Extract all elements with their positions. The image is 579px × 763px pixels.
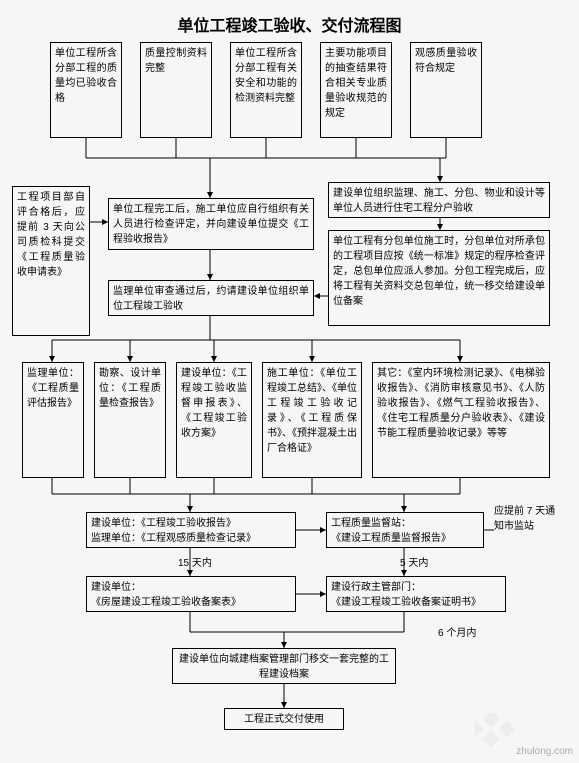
box-r3-2: 勘察、设计单位：《工程质量检查报告》 — [94, 362, 166, 478]
r4-l2: 监理单位：《工程观感质量检查记录》 — [91, 533, 256, 544]
t6: 6 个月内 — [438, 624, 476, 639]
box-mid2: 监理单位审查通过后，约请建设单位组织单位工程竣工验收 — [108, 280, 314, 316]
box-bottom1: 建设单位向城建档案管理部门移交一套完整的工程建设档案 — [172, 648, 396, 684]
box-r3-3: 建设单位：《工程竣工验收监督申报表》、《工程竣工验收方案》 — [176, 362, 252, 478]
r4-r1: 工程质量监督站： — [331, 518, 411, 529]
watermark-icon — [475, 713, 519, 757]
box-r3-4: 施工单位：《单位工程竣工总结》、《单位工程竣工验收记录》、《工程质保书》、《预拌… — [262, 362, 362, 478]
r5-l1: 建设单位： — [91, 582, 141, 593]
box-r3-1: 监理单位：《工程质量评估报告》 — [22, 362, 84, 478]
left-note: 工程项目部自评合格后，应提前 3 天向公司质检科提交《工程质量验收申请表》 — [12, 186, 90, 336]
note-r4: 应提前 7 天通知市监站 — [494, 502, 564, 532]
r5-r2: 《建设工程竣工验收备案证明书》 — [331, 597, 481, 608]
watermark-text: zhulong.com — [516, 746, 573, 757]
box-right2: 单位工程有分包单位施工时，分包单位对所承包的工程项目应按《统一标准》规定的程序检… — [328, 230, 550, 326]
box-r3-5: 其它：《室内环境检测记录》、《电梯验收报告》、《消防审核意见书》、《人防验收报告… — [372, 362, 550, 478]
box-r1-4: 主要功能项目的抽查结果符合相关专业质量验收规范的规定 — [320, 42, 392, 138]
r5-l2: 《房屋建设工程竣工验收备案表》 — [91, 597, 241, 608]
box-r1-3: 单位工程所含分部工程有关安全和功能的检测资料完整 — [230, 42, 302, 138]
box-r1-2: 质量控制资料完整 — [140, 42, 212, 138]
box-r5-r: 建设行政主管部门： 《建设工程竣工验收备案证明书》 — [326, 576, 506, 612]
r4-r2: 《建设工程质量监督报告》 — [331, 533, 451, 544]
page-title: 单位工程竣工验收、交付流程图 — [0, 0, 579, 46]
box-r1-1: 单位工程所含分部工程的质量均已验收合格 — [50, 42, 122, 138]
box-r5-l: 建设单位： 《房屋建设工程竣工验收备案表》 — [86, 576, 296, 612]
box-r4-l: 建设单位：《工程竣工验收报告》 监理单位：《工程观感质量检查记录》 — [86, 512, 296, 548]
box-r4-r: 工程质量监督站： 《建设工程质量监督报告》 — [326, 512, 484, 548]
box-bottom2: 工程正式交付使用 — [224, 708, 344, 730]
t15: 15 天内 — [178, 554, 212, 569]
t5: 5 天内 — [400, 554, 428, 569]
r5-r1: 建设行政主管部门： — [331, 582, 421, 593]
r4-l1: 建设单位：《工程竣工验收报告》 — [91, 518, 236, 529]
box-right1: 建设单位组织监理、施工、分包、物业和设计等单位人员进行住宅工程分户验收 — [328, 182, 550, 218]
box-r1-5: 观感质量验收符合规定 — [410, 42, 482, 138]
box-mid1: 单位工程完工后，施工单位应自行组织有关人员进行检查评定，并向建设单位提交《工程验… — [108, 198, 314, 250]
